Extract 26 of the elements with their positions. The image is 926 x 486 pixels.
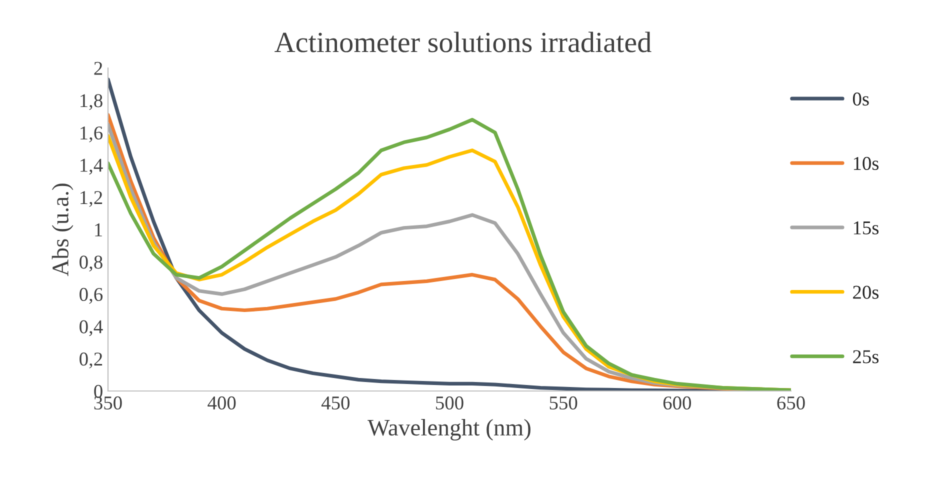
y-tick-label: 2 [94, 62, 102, 75]
x-tick-label: 400 [208, 396, 236, 410]
y-tick-label: 0,4 [80, 320, 103, 336]
x-tick-label: 350 [94, 396, 122, 410]
x-tick-label: 550 [550, 396, 578, 410]
y-tick-label: 1,6 [80, 126, 103, 142]
y-tick-label: 1 [95, 223, 102, 236]
y-tick-label: 0,2 [80, 352, 102, 368]
y-tick-label: 0,8 [80, 256, 102, 272]
x-tick-label: 450 [321, 396, 350, 410]
x-tick-label: 500 [436, 396, 464, 410]
x-axis-title: Wavelenght (nm) [368, 419, 530, 441]
legend-label: 15s [854, 221, 879, 234]
legend-label: 10s [854, 156, 879, 170]
y-tick-label: 0 [94, 384, 102, 398]
y-tick-label: 1,4 [80, 158, 103, 175]
y-tick-label: 1,8 [80, 94, 102, 110]
legend-label: 0s [852, 92, 869, 106]
legend-label: 20s [853, 286, 879, 299]
legend-label: 25s [853, 350, 879, 364]
y-tick-label: 1,2 [80, 191, 102, 207]
y-tick-label: 0,6 [80, 288, 103, 304]
x-tick-label: 600 [663, 396, 692, 410]
chart-title: Actinometer solutions irradiated [274, 32, 652, 52]
y-axis-title: Abs (u.a.) [52, 184, 74, 276]
x-tick-label: 650 [777, 396, 805, 410]
